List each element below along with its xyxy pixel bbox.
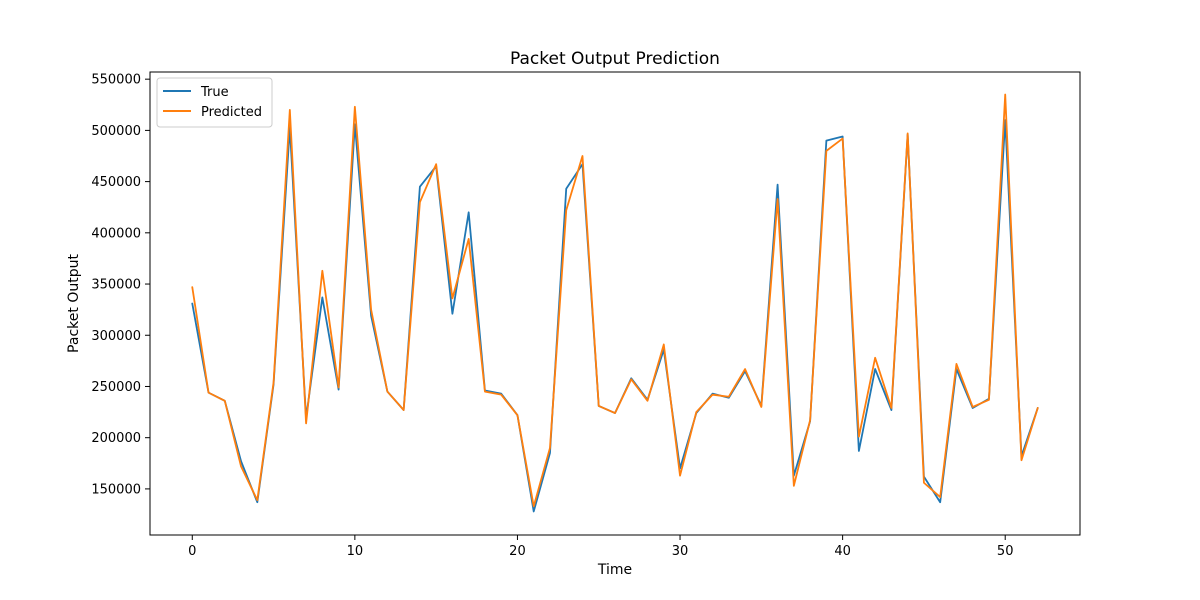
y-tick-label: 400000	[91, 226, 141, 241]
y-tick-label: 300000	[91, 329, 141, 344]
x-tick-label: 10	[347, 544, 364, 559]
legend: True Predicted	[156, 77, 273, 128]
x-tick-label: 20	[509, 544, 526, 559]
series-line-predicted	[191, 93, 1039, 508]
y-tick-label: 350000	[91, 278, 141, 293]
x-tick-label: 0	[188, 544, 196, 559]
legend-label-predicted: Predicted	[201, 105, 262, 120]
plot-area	[191, 93, 1039, 513]
plot-frame	[149, 71, 1081, 536]
x-tick-label: 30	[672, 544, 689, 559]
y-tick-label: 550000	[91, 73, 141, 88]
series-line-true	[191, 119, 1039, 513]
y-tick-label: 500000	[91, 124, 141, 139]
y-tick-label: 200000	[91, 431, 141, 446]
legend-label-true: True	[200, 85, 229, 100]
y-tick-label: 250000	[91, 380, 141, 395]
x-tick-label: 40	[834, 544, 851, 559]
y-tick-label: 150000	[91, 482, 141, 497]
y-axis: 150000 200000 250000 300000 350000 400000 4500…	[91, 73, 150, 497]
y-tick-label: 450000	[91, 175, 141, 190]
chart-title: Packet Output Prediction	[510, 49, 720, 69]
x-axis-title: Time	[597, 562, 632, 578]
y-axis-title: Packet Output	[66, 254, 82, 353]
x-axis: 0 10 20 30 40 50	[188, 535, 1013, 559]
x-tick-label: 50	[997, 544, 1014, 559]
